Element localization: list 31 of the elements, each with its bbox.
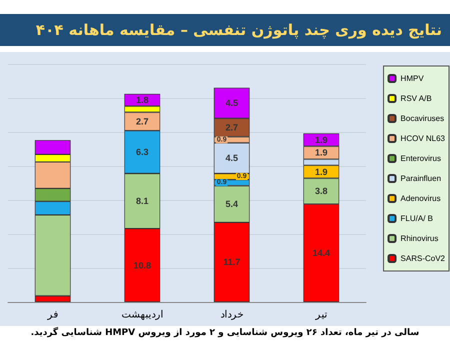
data-label: 8.1 xyxy=(136,196,149,206)
legend-label: FLU/A/ B xyxy=(400,214,433,223)
text: سالی در تیر ماه، تعداد ۲۶ ویروس شناسایی و ۲ مورد از ویروس HMPV شناسایی گردید. xyxy=(30,328,420,338)
x-tick-label: تیر xyxy=(314,310,328,320)
data-label: 1.9 xyxy=(314,134,328,145)
legend-label: RSV A/B xyxy=(400,94,432,103)
legend-label: Bocaviruses xyxy=(400,114,444,123)
data-label: 6.3 xyxy=(136,147,149,158)
legend-label: Adenovirus xyxy=(400,194,441,203)
legend-label: Rhinovirus xyxy=(400,234,438,243)
legend-label: Parainfluen xyxy=(400,174,442,183)
legend-label: HCOV NL63 xyxy=(400,134,446,143)
x-tick-label: فر xyxy=(46,310,58,320)
data-label: 2.7 xyxy=(225,122,238,133)
x-tick-label: خرداد xyxy=(220,310,244,320)
data-label: 11.7 xyxy=(223,257,240,268)
data-label: 1.9 xyxy=(314,166,328,177)
legend-label: HMPV xyxy=(400,74,424,83)
data-label: 4.5 xyxy=(225,98,238,108)
data-label: 2.7 xyxy=(136,116,149,126)
legend-label: SARS-CoV2 xyxy=(400,254,446,263)
chart-title: نتایج دیده وری چند پاتوژن تنفسی – مقایسه ماهانه ۴۰۴ xyxy=(0,14,450,46)
data-label: 1.9 xyxy=(314,148,328,158)
legend-label: Enterovirus xyxy=(400,154,442,163)
x-tick-label: اردیبهشت xyxy=(121,310,164,320)
data-label: 10.8 xyxy=(133,260,152,270)
data-label: 4.5 xyxy=(225,153,238,164)
data-label: 1.8 xyxy=(136,95,149,106)
data-label: 3.8 xyxy=(314,186,328,196)
data-label: 14.4 xyxy=(312,248,330,258)
data-label: 5.4 xyxy=(225,199,238,210)
